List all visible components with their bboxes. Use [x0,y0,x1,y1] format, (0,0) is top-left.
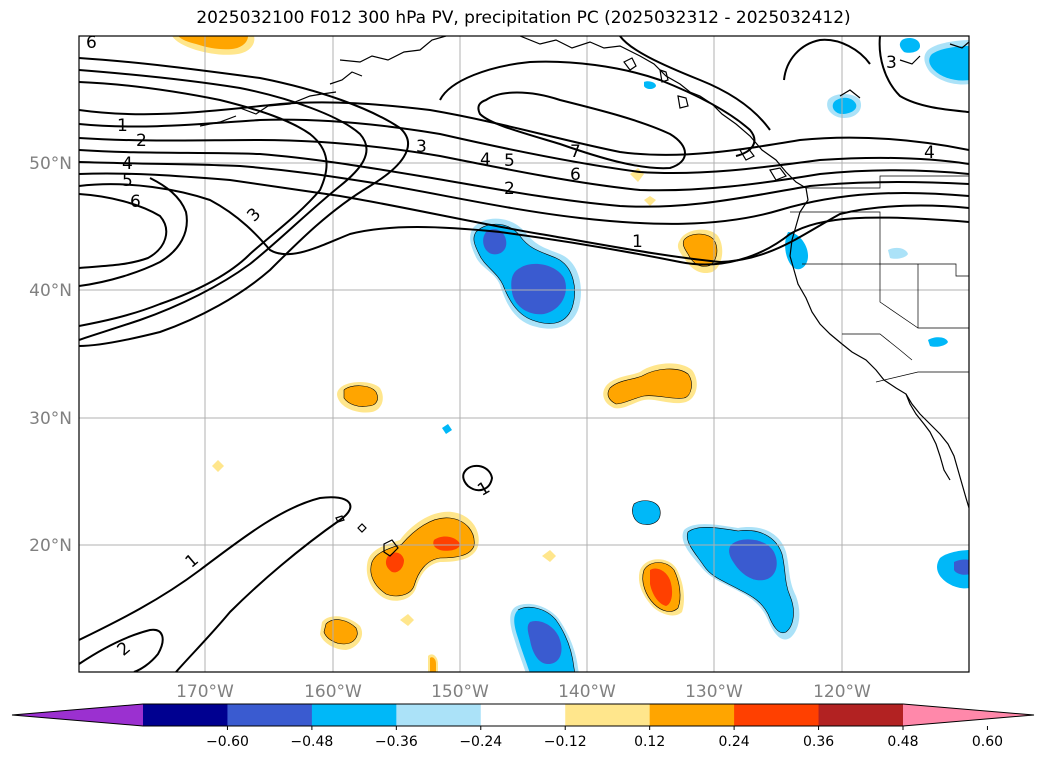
map-frame [78,35,970,673]
precipitation-shading [172,36,969,672]
colorbar-tick-label: −0.12 [544,734,587,750]
colorbar-segment [818,704,904,726]
precip-outlines [323,223,794,672]
contour-label: 4 [122,154,133,174]
contour-label: 1 [117,116,128,136]
precip-negative-blob [632,500,661,525]
contour-label: 6 [86,33,97,53]
colorbar-segment [734,704,820,726]
lon-label: 120°W [813,682,871,702]
map-area: 6 1 2 4 5 6 3 3 4 5 7 6 2 1 3 4 1 1 2 [79,33,969,672]
colorbar-tick-label: −0.24 [459,734,502,750]
colorbar-segment [480,704,566,726]
lat-label: 50°N [29,154,72,174]
lon-label: 150°W [431,682,489,702]
colorbar-segment [565,704,651,726]
colorbar-tick-label: 0.12 [634,734,665,750]
contour-label: 3 [416,137,427,157]
contour-label: 4 [480,150,491,170]
lat-label: 40°N [29,281,72,301]
colorbar [11,703,1035,727]
map-title: 2025032100 F012 300 hPa PV, precipitatio… [196,8,851,28]
lat-label: 30°N [29,409,72,429]
colorbar-tick-label: 0.24 [719,734,750,750]
colorbar-tick-label: −0.60 [206,734,249,750]
colorbar-segment [649,704,735,726]
coastlines [199,36,969,557]
colorbar-ticks: −0.60 −0.48 −0.36 −0.24 −0.12 0.12 0.24 0.36 0.4… [206,726,1003,750]
colorbar-segment [311,704,397,726]
colorbar-segment [143,704,228,726]
lon-label: 140°W [558,682,616,702]
contour-label: 5 [504,151,515,171]
contour-label: 4 [924,143,935,163]
colorbar-tick-label: 0.48 [887,734,918,750]
longitude-labels: 170°W 160°W 150°W 140°W 130°W 120°W [176,682,871,702]
contour-label: 6 [130,192,141,212]
contour-label: 3 [886,53,897,73]
colorbar-tick-label: −0.36 [375,734,418,750]
colorbar-extend-low [12,704,143,726]
latitude-labels: 50°N 40°N 30°N 20°N [29,154,72,556]
contour-label: 5 [122,171,133,191]
contour-label: 6 [570,165,581,185]
contour-label: 1 [632,232,643,252]
colorbar-extend-high [903,704,1034,726]
colorbar-segment [227,704,313,726]
colorbar-tick-label: −0.48 [290,734,333,750]
colorbar-tick-label: 0.36 [803,734,834,750]
contour-label: 2 [136,131,147,151]
pv-contours [79,36,969,672]
contour-label: 2 [504,179,515,199]
lon-label: 160°W [304,682,362,702]
lat-label: 20°N [29,536,72,556]
lon-label: 130°W [685,682,743,702]
colorbar-tick-label: 0.60 [972,734,1003,750]
lon-label: 170°W [176,682,234,702]
contour-label: 7 [570,142,581,162]
colorbar-segment [396,704,482,726]
